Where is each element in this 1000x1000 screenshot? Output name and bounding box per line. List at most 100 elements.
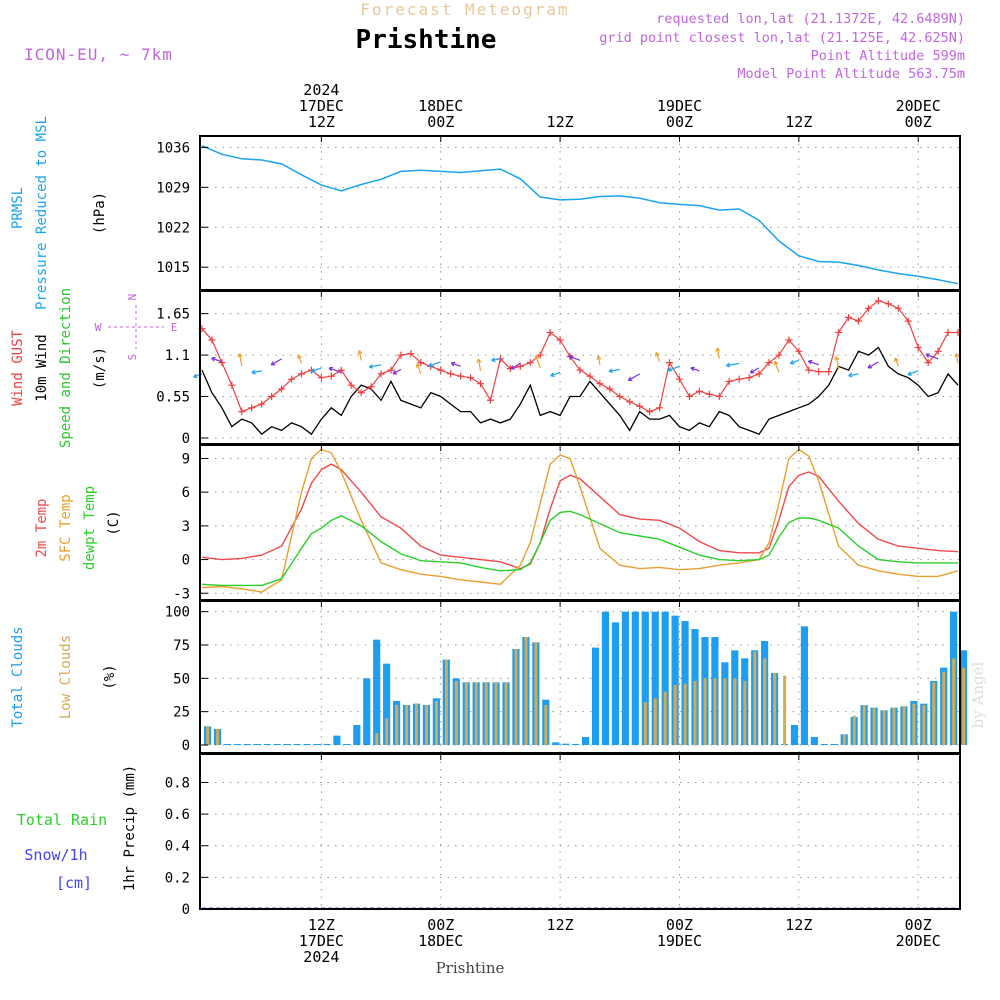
gust-point (845, 313, 853, 321)
wind-direction-arrow (608, 368, 620, 372)
wind-ytick-label: 0 (182, 431, 190, 447)
low-cloud-bar (713, 678, 717, 745)
wind-direction-arrowhead (415, 363, 421, 368)
total-cloud-bar (323, 744, 331, 745)
wind-direction-arrow (477, 358, 482, 371)
wind-direction-arrowhead (667, 367, 673, 372)
compass-cross (108, 305, 164, 349)
wind10-label: 10m Wind (34, 334, 50, 401)
wind-direction-arrow (238, 353, 243, 367)
wind-ytick-label: 1.1 (165, 348, 190, 364)
pressure-ytick-label: 1036 (156, 140, 190, 156)
pressure-unit: (hPa) (92, 192, 108, 234)
precip-ytick-label: 0.6 (165, 807, 190, 823)
wind-direction-arrowhead (251, 369, 256, 375)
wind-direction-arrowhead (654, 351, 660, 357)
gust-point (755, 370, 763, 378)
total-cloud-bar (243, 744, 251, 745)
precip-unit: 1hr Precip (mm) (122, 765, 138, 891)
snow-label: Snow/1h (24, 846, 87, 864)
low-cloud-bar (494, 682, 498, 745)
low-cloud-bar (653, 698, 657, 745)
low-cloud-bar (395, 705, 399, 745)
wind-direction-arrow (907, 370, 919, 376)
gust-point (546, 328, 554, 336)
gust-point (695, 387, 703, 395)
top-time-label: 00Z (427, 113, 454, 131)
gust-point (357, 389, 365, 397)
wind-direction-arrow (726, 362, 740, 367)
gust-point (407, 350, 415, 358)
wind-direction-arrow (369, 364, 382, 368)
total-cloud-bar (562, 743, 570, 745)
gust-point (715, 393, 723, 401)
wind-direction-arrow (428, 361, 441, 367)
wind-direction-arrow (550, 371, 561, 377)
low-cloud-bar (922, 705, 926, 745)
low-cloud-bar (912, 703, 916, 745)
total-cloud-bar (631, 611, 639, 745)
gust-point (208, 336, 216, 344)
total-cloud-bar (820, 744, 828, 745)
gust-point (447, 370, 455, 378)
bottom-time-label: 00Z (905, 916, 932, 934)
gust-point (248, 404, 256, 412)
wind-direction-arrow (251, 370, 262, 374)
gust-point (467, 374, 475, 382)
temp-unit: (C) (106, 510, 122, 535)
wind-direction-arrow (894, 357, 899, 367)
low-cloud-bar (842, 734, 846, 745)
total-cloud-bar (671, 615, 679, 745)
bottom-time-label: 2024 (303, 948, 339, 966)
wind-direction-arrow (568, 355, 581, 361)
wind-direction-arrowhead (310, 368, 316, 373)
wind-direction-arrow (835, 356, 840, 370)
cloud-ytick-label: 75 (173, 638, 190, 654)
wind-direction-arrowhead (848, 372, 853, 378)
low-cloud-bar (504, 682, 508, 745)
wind-direction-arrowhead (428, 362, 433, 368)
wind-direction-arrowhead (954, 353, 960, 358)
wind-ytick-label: 0.55 (156, 390, 190, 406)
gust-point (238, 408, 246, 416)
compass-west: W (95, 321, 102, 334)
low-cloud-bar (673, 685, 677, 745)
total-cloud-bar (373, 639, 381, 745)
low-cloud-bar (484, 682, 488, 745)
compass-south: S (126, 354, 139, 361)
low-cloud-bar (534, 642, 538, 745)
pressure-ytick-label: 1015 (156, 260, 190, 276)
wind-direction-arrow (808, 360, 819, 366)
gust-point (477, 380, 485, 388)
pressure-ytick-label: 1022 (156, 220, 190, 236)
gust-point (297, 370, 305, 378)
low-cloud-bar (514, 649, 518, 745)
pressure-line (201, 145, 959, 285)
wind-direction-arrow (328, 367, 342, 373)
requested-coords: requested lon,lat (21.1372E, 42.6489N) (656, 11, 965, 27)
wind-direction-arrow (535, 355, 541, 369)
bottom-time-label: 00Z (427, 916, 454, 934)
wind-direction-arrowhead (773, 360, 779, 366)
wind-direction-arrow (297, 354, 303, 364)
wind-direction-arrowhead (596, 355, 602, 360)
temp-ytick-label: 9 (182, 451, 190, 467)
total-cloud-bar (810, 737, 818, 745)
wind-direction-arrow (655, 352, 661, 363)
gust-point (596, 380, 604, 388)
gust-point (805, 366, 813, 374)
gust-point (944, 328, 952, 336)
low-cloud-bar (375, 733, 379, 745)
gust-point (586, 372, 594, 380)
precip-ytick-label: 0.2 (165, 870, 190, 886)
top-time-label: 20DEC (896, 97, 941, 115)
gust-point (705, 390, 713, 398)
cloud-ytick-label: 100 (165, 605, 190, 621)
wind-direction-arrow (925, 353, 939, 360)
wind-direction-arrowhead (510, 365, 515, 370)
wind-direction-arrowhead (749, 369, 755, 374)
gust-point (347, 381, 355, 389)
low-cloud-bar (444, 659, 448, 745)
gust-point (725, 377, 733, 385)
wind-direction-arrow (358, 350, 362, 361)
